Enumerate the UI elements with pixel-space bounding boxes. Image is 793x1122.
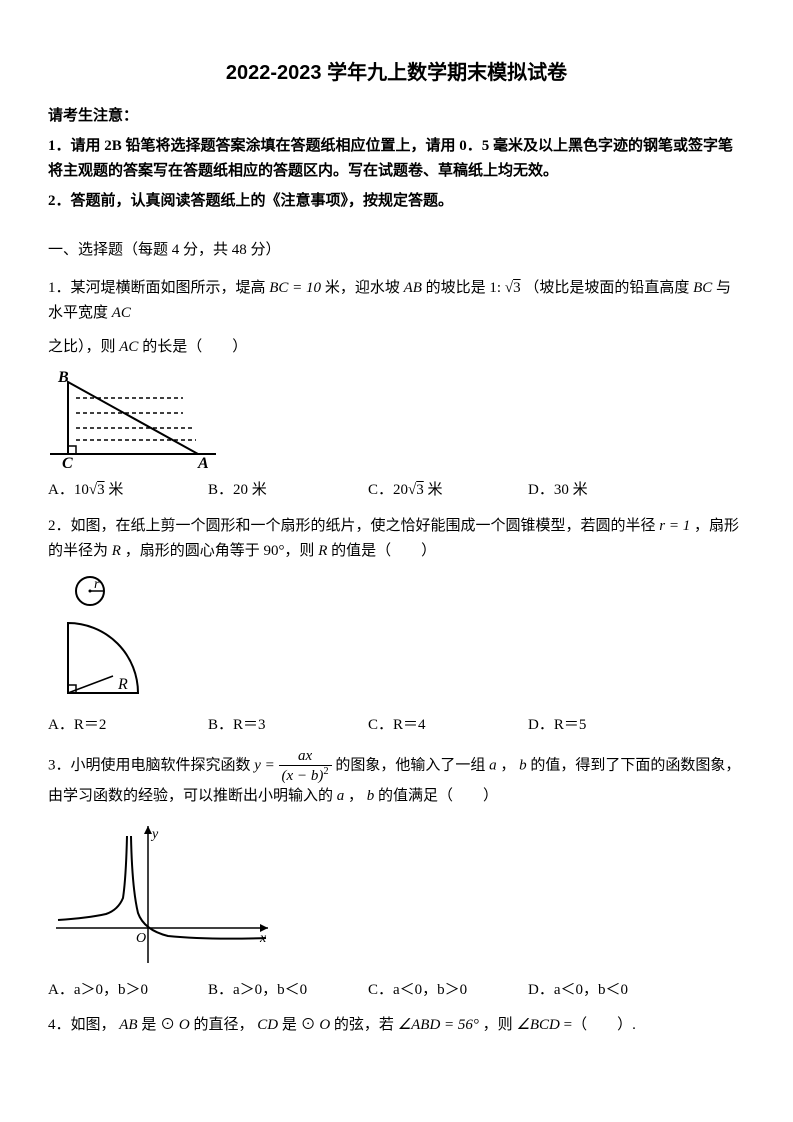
notice-line: 1．请用 2B 铅笔将选择题答案涂填在答题纸相应位置上，请用 0．5 毫米及以上… bbox=[48, 134, 745, 185]
q3-text: ， bbox=[348, 788, 363, 804]
option-a: A．R＝2 bbox=[48, 713, 168, 739]
q1-text: 米，迎水坡 bbox=[325, 280, 404, 296]
q2-text: ，扇形的圆心角等于 90°，则 bbox=[125, 543, 319, 559]
q4-text: ，则 bbox=[483, 1017, 517, 1033]
q3-a: a bbox=[489, 757, 497, 773]
option-d: D．R＝5 bbox=[528, 713, 648, 739]
q4-text: 是 ⊙ bbox=[282, 1017, 316, 1033]
option-a: A．a＞0，b＞0 bbox=[48, 978, 168, 1004]
q4-text: 4．如图， bbox=[48, 1017, 116, 1033]
q3-text: 3．小明使用电脑软件探究函数 bbox=[48, 757, 254, 773]
q3-den: (x − b)2 bbox=[279, 766, 332, 785]
q1-text: 之比），则 bbox=[48, 339, 119, 355]
option-a: A．10√3 米 bbox=[48, 478, 168, 504]
q3-y: y = bbox=[254, 757, 275, 773]
label-C: C bbox=[62, 455, 73, 468]
q1-text: 的长是（ ） bbox=[142, 339, 247, 355]
q3-num: ax bbox=[279, 748, 332, 766]
option-d: D．a＜0，b＜0 bbox=[528, 978, 648, 1004]
cone-net-diagram: r R bbox=[48, 573, 168, 703]
notice-block: 请考生注意： 1．请用 2B 铅笔将选择题答案涂填在答题纸相应位置上，请用 0．… bbox=[48, 104, 745, 214]
q2-text: 的值是（ ） bbox=[331, 543, 436, 559]
q4-O: O bbox=[179, 1017, 190, 1033]
page-title: 2022-2023 学年九上数学期末模拟试卷 bbox=[48, 56, 745, 90]
q1-text: （坡比是坡面的铅直高度 bbox=[524, 280, 693, 296]
question-text: 4．如图， AB 是 ⊙ O 的直径， CD 是 ⊙ O 的弦，若 ∠ABD =… bbox=[48, 1013, 745, 1039]
option-b: B．R＝3 bbox=[208, 713, 328, 739]
q4-text: 是 ⊙ bbox=[141, 1017, 175, 1033]
exam-page: 2022-2023 学年九上数学期末模拟试卷 请考生注意： 1．请用 2B 铅笔… bbox=[0, 0, 793, 1089]
question-text: 2．如图，在纸上剪一个圆形和一个扇形的纸片，使之恰好能围成一个圆锥模型，若圆的半… bbox=[48, 514, 745, 565]
question-text: 3．小明使用电脑软件探究函数 y = ax (x − b)2 的图象，他输入了一… bbox=[48, 748, 745, 810]
label-B: B bbox=[57, 369, 69, 386]
q1-options: A．10√3 米 B．20 米 C．20√3 米 D．30 米 bbox=[48, 478, 745, 504]
q3-figure: y x O bbox=[48, 818, 745, 968]
q4-cd: CD bbox=[257, 1017, 278, 1033]
q1-optA-pre: 10 bbox=[74, 482, 89, 498]
q4-ang1: ∠ABD = 56° bbox=[398, 1017, 479, 1033]
q1-optA-post: 米 bbox=[105, 482, 124, 498]
q1-optC-post: 米 bbox=[424, 482, 443, 498]
function-graph: y x O bbox=[48, 818, 278, 968]
q3-fraction: ax (x − b)2 bbox=[279, 748, 332, 784]
q1-bc2: BC bbox=[693, 280, 712, 296]
q4-text: 的直径， bbox=[193, 1017, 253, 1033]
question-text: 1．某河堤横断面如图所示，堤高 BC = 10 米，迎水坡 AB 的坡比是 1:… bbox=[48, 276, 745, 327]
question-1: 1．某河堤横断面如图所示，堤高 BC = 10 米，迎水坡 AB 的坡比是 1:… bbox=[48, 276, 745, 504]
triangle-diagram: B C A bbox=[48, 368, 218, 468]
option-c: C．a＜0，b＞0 bbox=[368, 978, 488, 1004]
label-r: r bbox=[94, 577, 100, 592]
q2-R2: R bbox=[318, 543, 327, 559]
notice-line: 2．答题前，认真阅读答题纸上的《注意事项》，按规定答题。 bbox=[48, 189, 745, 215]
q1-ab: AB bbox=[404, 280, 422, 296]
q4-text: 的弦，若 bbox=[334, 1017, 398, 1033]
q3-b2: b bbox=[367, 788, 375, 804]
q3-text: 的图象，他输入了一组 bbox=[335, 757, 489, 773]
q2-figure: r R bbox=[48, 573, 745, 703]
label-R: R bbox=[117, 676, 128, 693]
q1-ac2: AC bbox=[119, 339, 138, 355]
question-4: 4．如图， AB 是 ⊙ O 的直径， CD 是 ⊙ O 的弦，若 ∠ABD =… bbox=[48, 1013, 745, 1039]
q2-text: 2．如图，在纸上剪一个圆形和一个扇形的纸片，使之恰好能围成一个圆锥模型，若圆的半… bbox=[48, 518, 659, 534]
label-O: O bbox=[136, 931, 146, 946]
q3-options: A．a＞0，b＞0 B．a＞0，b＜0 C．a＜0，b＞0 D．a＜0，b＜0 bbox=[48, 978, 745, 1004]
q1-text: 的坡比是 bbox=[426, 280, 490, 296]
q3-a2: a bbox=[337, 788, 345, 804]
question-2: 2．如图，在纸上剪一个圆形和一个扇形的纸片，使之恰好能围成一个圆锥模型，若圆的半… bbox=[48, 514, 745, 739]
q1-figure: B C A bbox=[48, 368, 745, 468]
label-A: A bbox=[197, 455, 209, 468]
q3-text: ， bbox=[500, 757, 515, 773]
option-b: B．20 米 bbox=[208, 478, 328, 504]
label-y: y bbox=[150, 827, 159, 842]
option-d: D．30 米 bbox=[528, 478, 648, 504]
q1-ac: AC bbox=[112, 305, 131, 321]
option-c: C．20√3 米 bbox=[368, 478, 488, 504]
q3-b: b bbox=[519, 757, 527, 773]
q1-optC-pre: 20 bbox=[393, 482, 408, 498]
question-text: 之比），则 AC 的长是（ ） bbox=[48, 335, 745, 361]
q1-text: 1．某河堤横断面如图所示，堤高 bbox=[48, 280, 269, 296]
q3-text: 的值满足（ ） bbox=[378, 788, 498, 804]
question-3: 3．小明使用电脑软件探究函数 y = ax (x − b)2 的图象，他输入了一… bbox=[48, 748, 745, 1003]
option-b: B．a＞0，b＜0 bbox=[208, 978, 328, 1004]
q4-text: =（ ）. bbox=[564, 1017, 636, 1033]
q2-options: A．R＝2 B．R＝3 C．R＝4 D．R＝5 bbox=[48, 713, 745, 739]
q4-ab: AB bbox=[119, 1017, 137, 1033]
option-c: C．R＝4 bbox=[368, 713, 488, 739]
q1-bc: BC = 10 bbox=[269, 280, 321, 296]
q4-ang2: ∠BCD bbox=[516, 1017, 559, 1033]
q1-ratio: 1: √3 bbox=[489, 280, 520, 296]
notice-header: 请考生注意： bbox=[48, 104, 745, 130]
q2-R: R bbox=[112, 543, 121, 559]
q4-O2: O bbox=[319, 1017, 330, 1033]
section-header: 一、选择题（每题 4 分，共 48 分） bbox=[48, 238, 745, 264]
q2-r: r = 1 bbox=[659, 518, 690, 534]
